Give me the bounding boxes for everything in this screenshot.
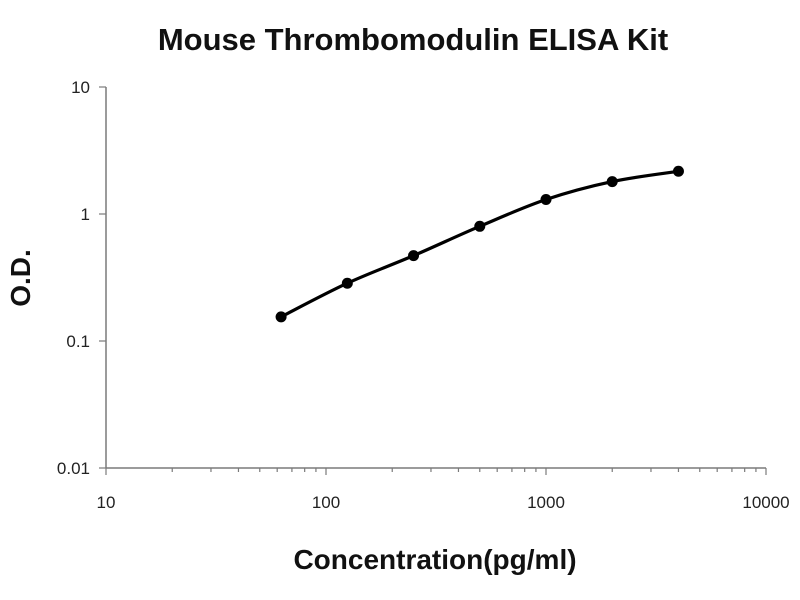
y-tick-label: 1	[81, 205, 90, 224]
y-tick-label: 0.01	[57, 459, 90, 478]
y-tick-label: 0.1	[66, 332, 90, 351]
x-tick-label: 1000	[527, 493, 565, 512]
x-axis-label: Concentration(pg/ml)	[293, 544, 576, 575]
y-tick-label: 10	[71, 78, 90, 97]
x-tick-label: 100	[312, 493, 340, 512]
data-point	[341, 277, 353, 289]
y-axis-ticks: 10 1 0.1 0.01	[57, 78, 106, 478]
chart-title: Mouse Thrombomodulin ELISA Kit	[158, 22, 668, 57]
x-tick-label: 10000	[742, 493, 789, 512]
x-axis-ticks: 10 100 1000 10000	[97, 468, 790, 512]
axes	[105, 87, 766, 469]
data-point	[540, 194, 552, 206]
x-tick-label: 10	[97, 493, 116, 512]
data-point	[408, 250, 420, 262]
data-series	[275, 165, 684, 323]
standard-curve-line	[279, 169, 681, 319]
data-point	[672, 165, 684, 177]
y-axis-label: O.D.	[5, 249, 36, 307]
data-point	[474, 220, 486, 232]
data-point	[606, 176, 618, 188]
data-point	[275, 311, 287, 323]
